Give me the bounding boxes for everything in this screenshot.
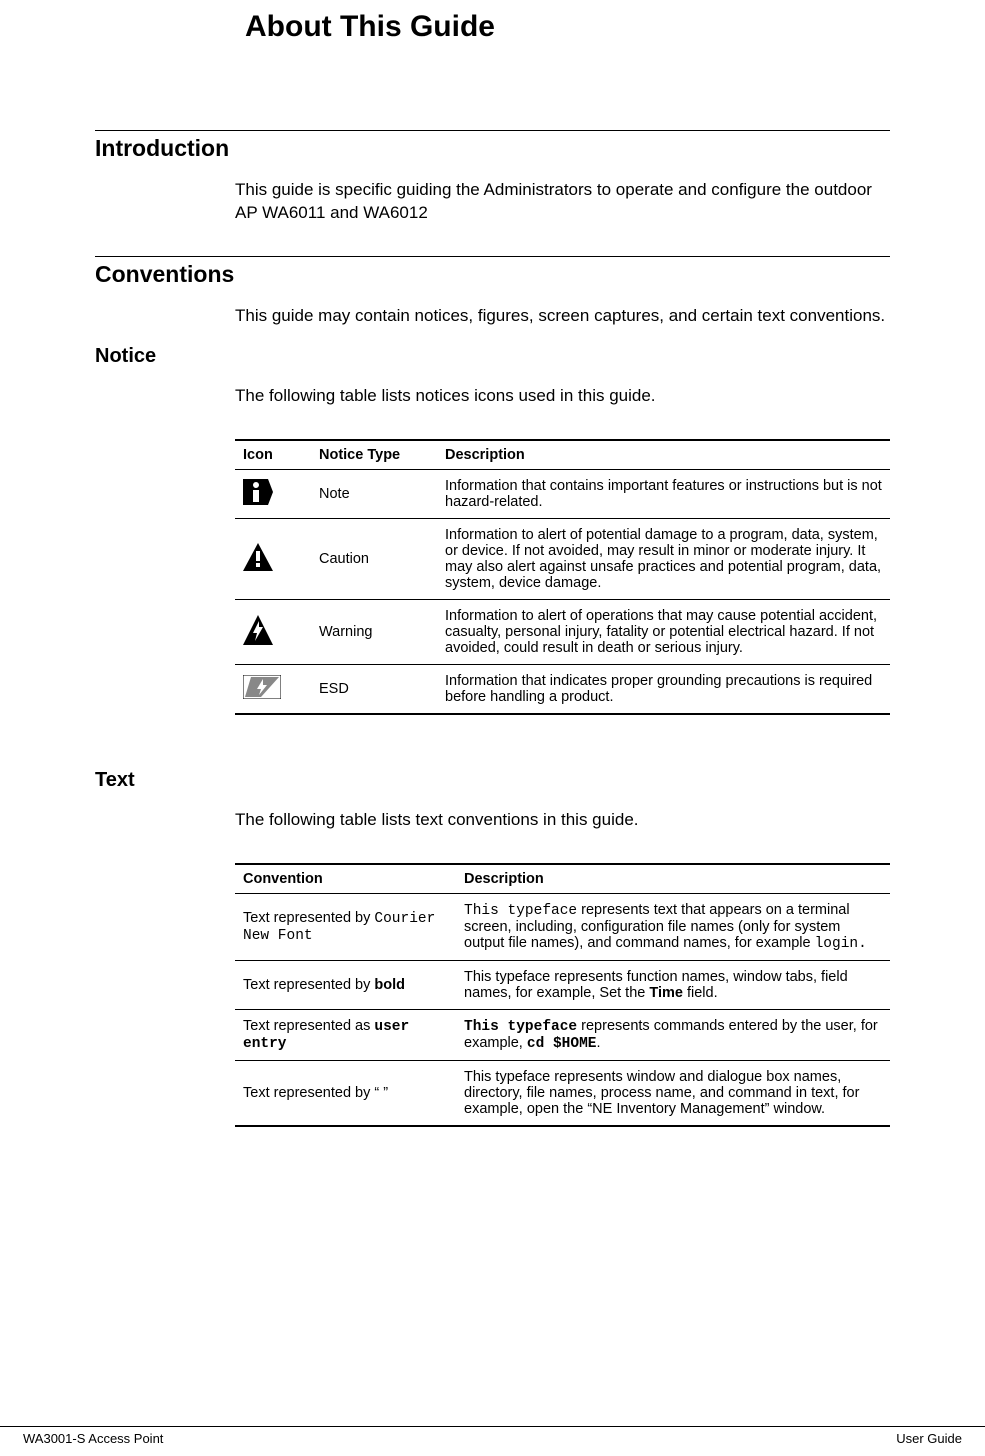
- caution-icon: [243, 543, 273, 571]
- conv-desc: This typeface represents text that appea…: [456, 893, 890, 960]
- table-row: ESD Information that indicates proper gr…: [235, 664, 890, 714]
- table-row: Text represented as user entry This type…: [235, 1009, 890, 1060]
- conv-cell: Text represented by Courier New Font: [235, 893, 456, 960]
- warning-icon: [243, 615, 273, 645]
- table-row: Text represented by bold This typeface r…: [235, 960, 890, 1009]
- section-divider: [95, 256, 890, 257]
- table-row: Text represented by Courier New Font Thi…: [235, 893, 890, 960]
- conv-cell: Text represented by bold: [235, 960, 456, 1009]
- table-row: Text represented by “ ” This typeface re…: [235, 1060, 890, 1126]
- notice-desc: Information to alert of potential damage…: [437, 518, 890, 599]
- heading-conventions: Conventions: [95, 261, 890, 288]
- notice-desc: Information to alert of operations that …: [437, 599, 890, 664]
- conv-cell: Text represented by “ ”: [235, 1060, 456, 1126]
- footer-right: User Guide: [896, 1427, 965, 1446]
- notice-type: Note: [311, 469, 437, 518]
- footer-left: WA3001-S Access Point: [20, 1427, 163, 1446]
- intro-body: This guide is specific guiding the Admin…: [235, 179, 890, 225]
- section-divider: [95, 130, 890, 131]
- table-row: Warning Information to alert of operatio…: [235, 599, 890, 664]
- conv-desc: This typeface represents function names,…: [456, 960, 890, 1009]
- heading-introduction: Introduction: [95, 135, 890, 162]
- th-description: Description: [456, 864, 890, 894]
- notice-type: Caution: [311, 518, 437, 599]
- table-header-row: Convention Description: [235, 864, 890, 894]
- heading-notice: Notice: [95, 345, 890, 368]
- conv-cell: Text represented as user entry: [235, 1009, 456, 1060]
- conv-desc: This typeface represents commands entere…: [456, 1009, 890, 1060]
- text-conventions-table: Convention Description Text represented …: [235, 863, 890, 1127]
- notice-type: Warning: [311, 599, 437, 664]
- page-footer: WA3001-S Access Point User Guide: [0, 1426, 985, 1446]
- conv-desc: This typeface represents window and dial…: [456, 1060, 890, 1126]
- th-convention: Convention: [235, 864, 456, 894]
- table-header-row: Icon Notice Type Description: [235, 440, 890, 470]
- table-row: Caution Information to alert of potentia…: [235, 518, 890, 599]
- notice-table: Icon Notice Type Description Note: [235, 439, 890, 715]
- esd-icon: [243, 675, 281, 699]
- notice-type: ESD: [311, 664, 437, 714]
- notice-desc: Information that indicates proper ground…: [437, 664, 890, 714]
- text-body: The following table lists text conventio…: [235, 809, 890, 832]
- notice-desc: Information that contains important feat…: [437, 469, 890, 518]
- notice-body: The following table lists notices icons …: [235, 385, 890, 408]
- page-title: About This Guide: [95, 0, 890, 44]
- conventions-body: This guide may contain notices, figures,…: [235, 305, 890, 328]
- th-description: Description: [437, 440, 890, 470]
- heading-text: Text: [95, 769, 890, 792]
- th-icon: Icon: [235, 440, 311, 470]
- th-notice-type: Notice Type: [311, 440, 437, 470]
- note-icon: [243, 479, 273, 505]
- table-row: Note Information that contains important…: [235, 469, 890, 518]
